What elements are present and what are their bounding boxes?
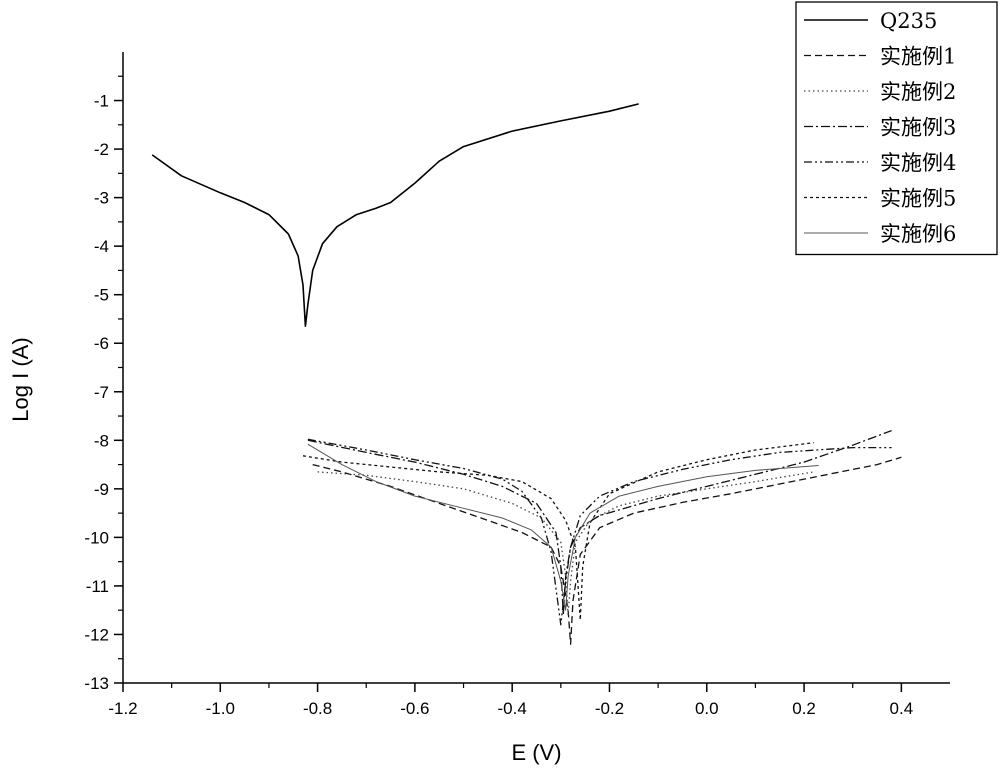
legend-label: 实施例5 <box>880 187 956 211</box>
series-line-0 <box>151 103 639 327</box>
x-tick-label: -0.6 <box>400 699 429 718</box>
y-tick-label: -7 <box>94 383 109 402</box>
legend-label: 实施例4 <box>880 151 956 175</box>
y-axis-title: Log I (A) <box>8 337 33 421</box>
legend-label: 实施例2 <box>880 80 956 104</box>
series-line-4 <box>307 438 892 626</box>
series-line-6 <box>307 443 819 611</box>
y-tick-label: -13 <box>84 674 109 693</box>
y-tick-label: -3 <box>94 189 109 208</box>
x-tick-label: 0.4 <box>890 699 914 718</box>
legend: Q235 实施例1 实施例2 实施例3 实施例4 实施例5 实施例6 <box>795 1 998 256</box>
x-tick-label: -0.8 <box>303 699 332 718</box>
y-tick-label: -9 <box>94 480 109 499</box>
series-line-5 <box>302 442 814 621</box>
legend-label: 实施例3 <box>880 116 956 140</box>
series-line-2 <box>317 471 814 616</box>
y-tick-label: -5 <box>94 286 109 305</box>
series-line-3 <box>307 429 892 616</box>
series-layer <box>151 103 902 645</box>
legend-label: 实施例1 <box>880 45 956 69</box>
y-tick-label: -10 <box>84 528 109 547</box>
legend-label: 实施例6 <box>880 222 956 246</box>
y-tick-label: -8 <box>94 431 109 450</box>
y-tick-label: -12 <box>84 625 109 644</box>
x-tick-label: -0.4 <box>498 699 527 718</box>
x-tick-label: 0.2 <box>792 699 816 718</box>
x-tick-label: -1.2 <box>108 699 137 718</box>
x-axis-title: E (V) <box>511 740 561 765</box>
x-tick-label: 0.0 <box>695 699 719 718</box>
legend-label: Q235 <box>880 9 937 33</box>
y-tick-label: -6 <box>94 334 109 353</box>
x-tick-label: -0.2 <box>595 699 624 718</box>
x-tick-label: -1.0 <box>206 699 235 718</box>
y-tick-label: -2 <box>94 140 109 159</box>
y-axis: -1 -2 -3 -4 -5 -6 -7 -8 -9 -10 -11 -12 -13 <box>84 75 123 693</box>
series-line-1 <box>312 456 902 645</box>
y-tick-label: -4 <box>94 237 109 256</box>
y-tick-label: -11 <box>86 577 109 596</box>
x-axis: -1.2 -1.0 -0.8 -0.6 -0.4 -0.2 0.0 0.2 0.4 <box>108 683 913 718</box>
legend-box <box>795 1 998 256</box>
y-tick-label: -1 <box>94 92 109 111</box>
